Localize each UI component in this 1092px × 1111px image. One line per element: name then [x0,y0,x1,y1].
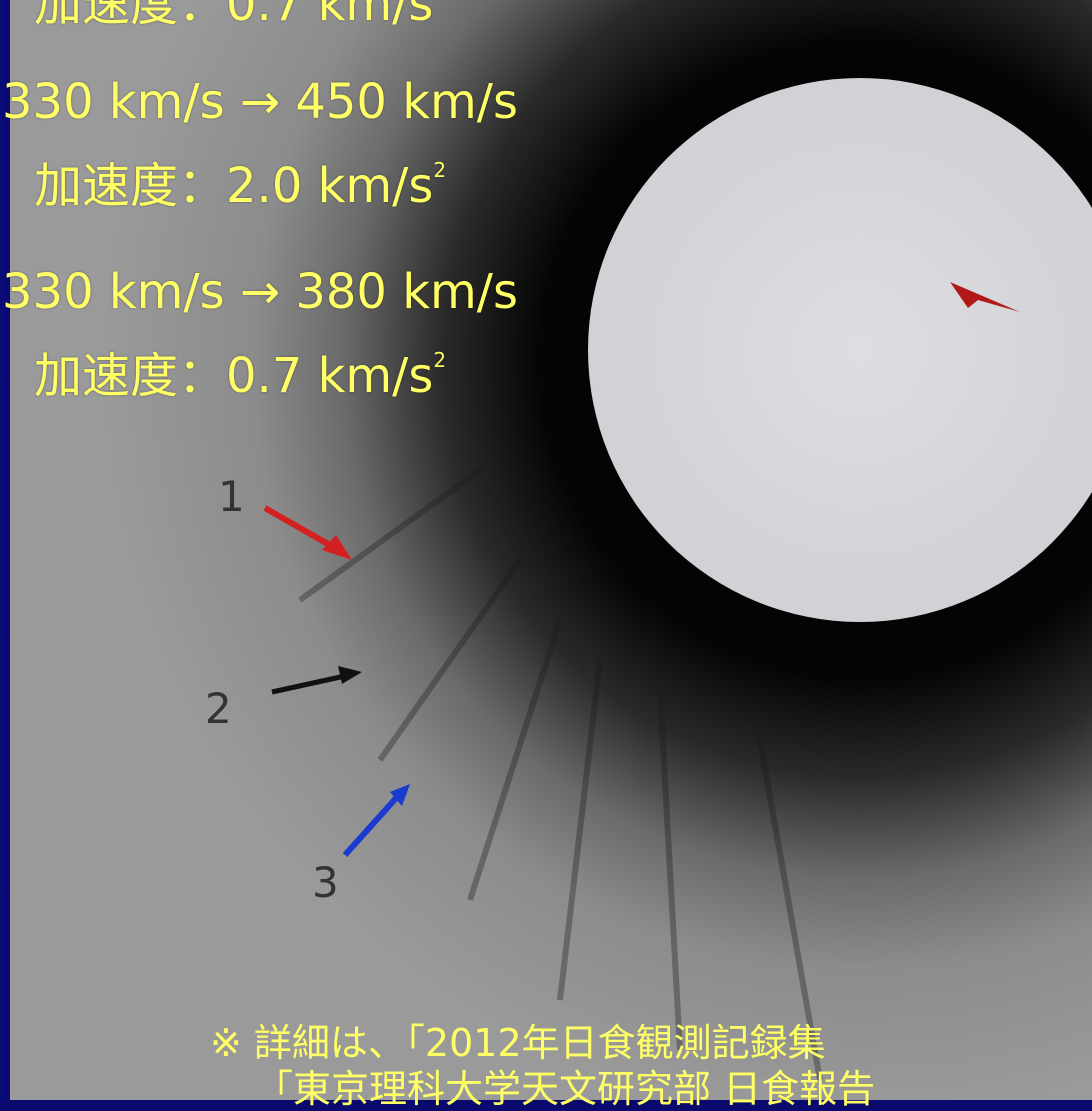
arrow-label-2: 2 [205,684,232,733]
acceleration-caption-3: 加速度：0.7 km/s2 [34,348,447,404]
arrow-label-1: 1 [218,472,245,521]
footnote-line-2: 「東京理科大学天文研究部 日食報告 [255,1067,876,1111]
arrow-1-icon [263,505,337,551]
speed-caption-2: 330 km/s → 380 km/s [2,264,518,320]
red-arrow-disk [950,282,1020,312]
arrow-2-icon [271,673,346,695]
occulting-disk [588,78,1092,622]
acceleration-caption-2: 加速度：2.0 km/s2 [34,158,447,214]
footnote-line-1: ※ 詳細は、「2012年日食観測記録集 [210,1021,826,1065]
speed-caption-1: 330 km/s → 450 km/s [2,74,518,130]
acceleration-caption-1: 加速度：0.7 km/s2 [34,0,434,32]
arrow-3-icon [342,794,400,858]
arrow-label-3: 3 [312,858,339,907]
